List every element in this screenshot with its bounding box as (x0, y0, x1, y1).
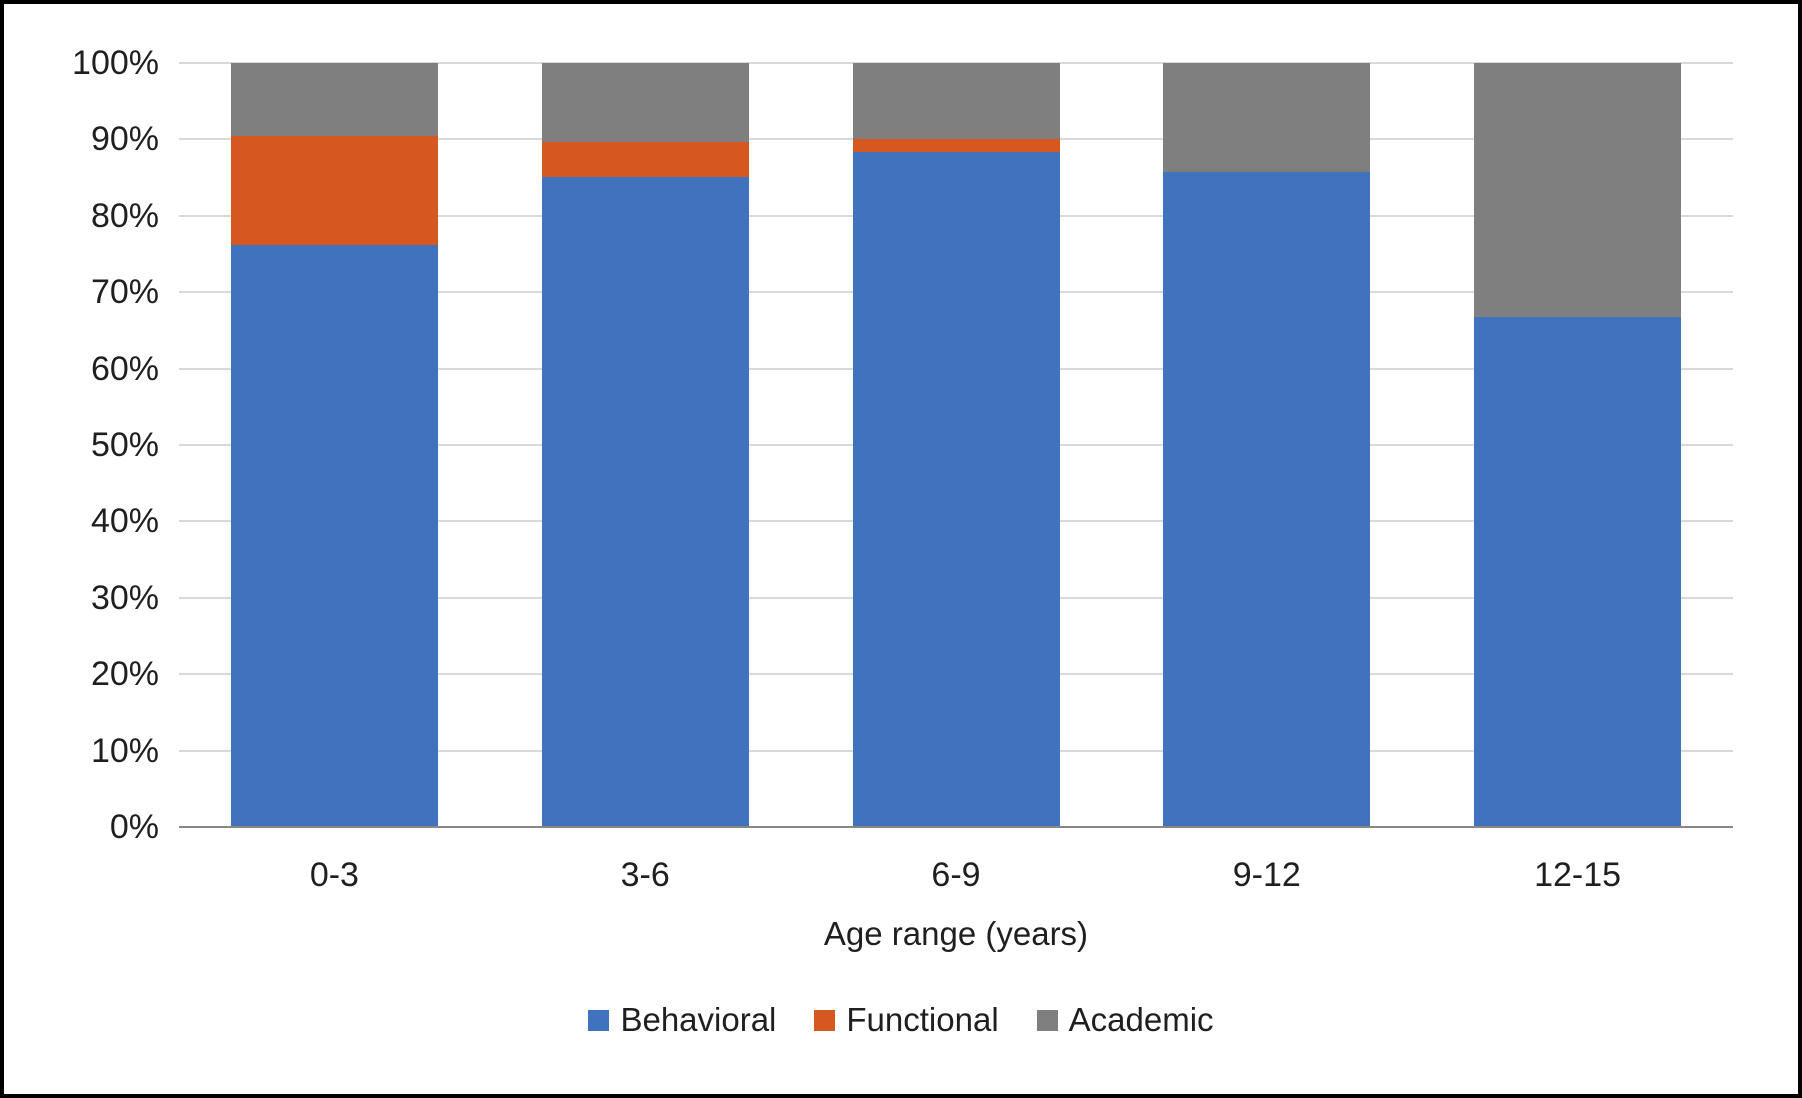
legend-label-functional: Functional (846, 1001, 999, 1038)
bar-6-9-segment-functional (853, 139, 1060, 153)
bar-6-9-segment-academic (853, 63, 1060, 140)
bar-0-3 (231, 63, 438, 827)
x-tick-label-9-12: 9-12 (1232, 856, 1301, 894)
legend-swatch-academic (1036, 1009, 1058, 1031)
y-tick-label-0pct: 0% (109, 808, 159, 846)
x-axis-title: Age range (years) (823, 915, 1089, 952)
legend-label-academic: Academic (1068, 1001, 1214, 1038)
y-tick-label-50pct: 50% (90, 426, 159, 464)
y-tick-label-70pct: 70% (90, 273, 159, 312)
x-tick-label-0-3: 0-3 (309, 856, 359, 894)
y-tick-label-100pct: 100% (72, 44, 159, 82)
x-tick-label-12-15: 12-15 (1534, 856, 1622, 894)
bar-0-3-segment-behavioral (231, 244, 438, 827)
legend-label-behavioral: Behavioral (620, 1001, 777, 1038)
bar-0-3-segment-functional (231, 135, 438, 245)
legend-item-academic: Academic (1036, 1000, 1214, 1040)
bar-3-6-segment-academic (542, 63, 749, 142)
bar-9-12-segment-behavioral (1163, 171, 1370, 827)
legend-swatch-behavioral (588, 1009, 610, 1031)
legend-item-behavioral: Behavioral (588, 1000, 776, 1040)
y-tick-label-30pct: 30% (90, 578, 159, 617)
bar-9-12 (1163, 63, 1370, 827)
bar-3-6-segment-behavioral (542, 176, 749, 827)
x-axis-line (179, 826, 1733, 828)
bar-3-6 (542, 63, 749, 827)
bar-6-9 (853, 63, 1060, 827)
bar-0-3-segment-academic (231, 63, 438, 136)
bar-12-15 (1474, 63, 1681, 827)
x-tick-label-6-9: 6-9 (931, 856, 981, 894)
bar-12-15-segment-academic (1474, 63, 1681, 318)
y-tick-label-60pct: 60% (90, 349, 159, 388)
legend-item-functional: Functional (814, 1000, 999, 1040)
legend-swatch-functional (814, 1009, 836, 1031)
x-tick-label-3-6: 3-6 (620, 856, 670, 894)
y-tick-label-90pct: 90% (90, 120, 159, 159)
bar-6-9-segment-behavioral (853, 152, 1060, 827)
bar-12-15-segment-behavioral (1474, 317, 1681, 827)
y-tick-label-80pct: 80% (90, 196, 159, 235)
y-tick-label-10pct: 10% (90, 731, 159, 770)
y-tick-label-40pct: 40% (90, 502, 159, 541)
bar-3-6-segment-functional (542, 141, 749, 177)
plot-area (179, 62, 1733, 828)
legend: Behavioral Functional Academic (4, 1000, 1798, 1040)
bar-9-12-segment-academic (1163, 63, 1370, 172)
y-tick-label-20pct: 20% (90, 655, 159, 694)
gridline-100 (179, 62, 1733, 64)
